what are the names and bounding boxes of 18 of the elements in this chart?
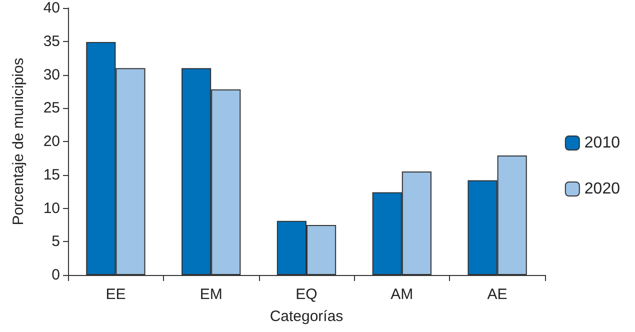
x-tick-label: AE	[487, 286, 508, 303]
x-axis-title: Categorías	[270, 308, 344, 325]
x-tick-label: EM	[200, 286, 222, 303]
y-tick-label: 0	[52, 266, 60, 284]
y-tick-label: 5	[52, 233, 60, 250]
x-tick-label: EQ	[296, 286, 318, 303]
y-tick-label: 40	[43, 0, 60, 16]
legend-label: 2020	[584, 180, 620, 198]
y-tick-label: 10	[43, 200, 60, 217]
y-tick-label: 25	[43, 100, 60, 117]
y-tick-label: 35	[43, 32, 60, 50]
y-tick-label: 30	[43, 66, 60, 84]
x-tick-label: EE	[106, 286, 126, 303]
legend-label: 2010	[584, 134, 620, 152]
y-axis-title: Porcentaje de municipios	[10, 58, 27, 226]
y-tick-label: 15	[43, 166, 60, 184]
y-tick-label: 20	[43, 133, 60, 150]
x-tick-label: AM	[390, 286, 414, 303]
